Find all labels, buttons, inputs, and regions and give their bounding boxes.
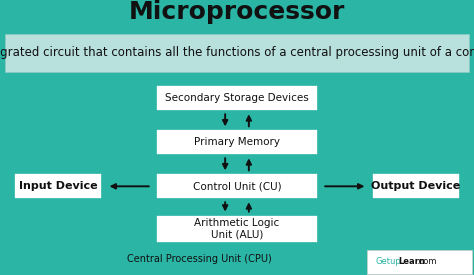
FancyBboxPatch shape — [367, 250, 472, 274]
Text: Getup: Getup — [376, 257, 401, 266]
Text: Input Device: Input Device — [19, 181, 97, 191]
FancyBboxPatch shape — [5, 34, 469, 72]
Text: Output Device: Output Device — [371, 181, 461, 191]
Text: Secondary Storage Devices: Secondary Storage Devices — [165, 93, 309, 103]
FancyBboxPatch shape — [156, 214, 318, 243]
FancyBboxPatch shape — [14, 173, 102, 199]
FancyBboxPatch shape — [156, 173, 318, 199]
FancyBboxPatch shape — [156, 129, 318, 155]
Text: Control Unit (CU): Control Unit (CU) — [193, 181, 281, 191]
FancyBboxPatch shape — [372, 173, 460, 199]
Text: Arithmetic Logic
Unit (ALU): Arithmetic Logic Unit (ALU) — [194, 218, 280, 240]
FancyBboxPatch shape — [156, 85, 318, 111]
Text: Primary Memory: Primary Memory — [194, 137, 280, 147]
Text: .com: .com — [416, 257, 437, 266]
Text: Learn: Learn — [398, 257, 425, 266]
Text: An integrated circuit that contains all the functions of a central processing un: An integrated circuit that contains all … — [0, 46, 474, 59]
Text: Central Processing Unit (CPU): Central Processing Unit (CPU) — [127, 254, 272, 263]
Text: Microprocessor: Microprocessor — [129, 0, 345, 24]
